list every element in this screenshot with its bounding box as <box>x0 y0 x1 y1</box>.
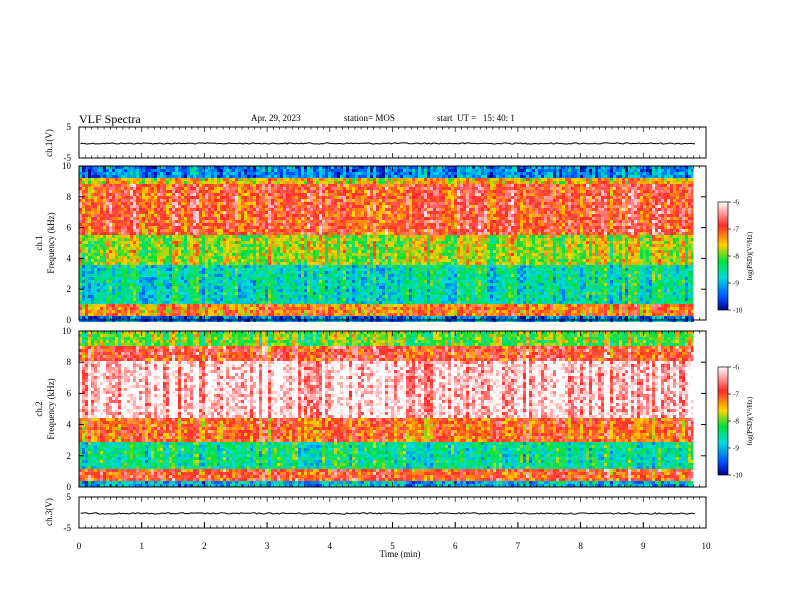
colorbar-ch2-tick--6: -6 <box>733 364 739 372</box>
colorbar-ch1-tick--8: -8 <box>733 253 739 261</box>
ch1-ytick-0: 0 <box>67 315 72 325</box>
ch1-ytick-8: 8 <box>67 192 72 202</box>
colorbar-ch2-tick--9: -9 <box>733 445 739 453</box>
time-tick-2: 2 <box>202 541 207 551</box>
time-tick-3: 3 <box>265 541 270 551</box>
colorbar-ch1-tick--7: -7 <box>733 226 739 234</box>
time-tick-0: 0 <box>77 541 82 551</box>
ch1-voltage-panel: 5 -5 ch.1(V) <box>44 122 706 163</box>
time-tick-4: 4 <box>328 541 333 551</box>
ch1-ylabel-channel: ch.1 <box>34 235 44 250</box>
ch2-spectrogram-image <box>79 331 706 487</box>
ch2-spectrogram-panel: 0 2 4 6 8 10 ch.2 Frequency (kHz) <box>34 326 706 492</box>
ch1-ytick-top: 5 <box>67 122 72 132</box>
ch1-ytick-10: 10 <box>62 161 72 171</box>
colorbar-ch1-tick--10: -10 <box>733 307 743 315</box>
vlf-spectra-figure: 5 -5 ch.1(V) 0246810 ch.1 Frequency (kHz… <box>0 0 792 612</box>
ch1-ylabel: ch.1(V) <box>44 129 54 157</box>
colorbar-ch1-tick--6: -6 <box>733 199 739 207</box>
time-tick-6: 6 <box>453 541 458 551</box>
time-tick-8: 8 <box>578 541 583 551</box>
ch2-ytick-0: 0 <box>67 482 72 492</box>
time-axis-label: Time (min) <box>380 549 421 559</box>
ch2-ytick-4: 4 <box>67 420 72 430</box>
ch3-ylabel: ch.3(V) <box>44 498 54 526</box>
ch2-ytick-10: 10 <box>62 326 72 336</box>
colorbar-ch2-label: log(PSD)(V²/Hz) <box>746 396 754 445</box>
ch1-ylabel-frequency: Frequency (kHz) <box>46 212 56 273</box>
colorbar-ch2-tick--7: -7 <box>733 391 739 399</box>
ch1-spectrogram-panel: 0 2 4 6 8 10 ch.1 Frequency (kHz) <box>34 161 706 325</box>
ch1-spectrogram-image <box>79 166 706 322</box>
ch3-ytick-bottom: -5 <box>64 523 72 533</box>
colorbar-ch2-tick--10: -10 <box>733 472 743 480</box>
ch1-ytick-6: 6 <box>67 223 72 233</box>
ch3-ytick-top: 5 <box>67 492 72 502</box>
ch2-ytick-8: 8 <box>67 357 72 367</box>
colorbar-ch2: -6 -7 -8 -9 -10 log(PSD)(V²/Hz) <box>718 364 754 480</box>
ch2-ylabel-channel: ch.2 <box>34 401 44 416</box>
ch2-ylabel-frequency: Frequency (kHz) <box>46 378 56 439</box>
colorbar-ch1: -6 -7 -8 -9 -10 log(PSD)(V²/Hz) <box>718 199 754 315</box>
ch2-ytick-6: 6 <box>67 388 72 398</box>
time-tick-1: 1 <box>139 541 144 551</box>
colorbar-ch2-tick--8: -8 <box>733 418 739 426</box>
ch1-ytick-4: 4 <box>67 253 72 263</box>
colorbar-ch1-tick--9: -9 <box>733 280 739 288</box>
time-tick-10: 10 <box>702 541 712 551</box>
ch2-ytick-2: 2 <box>67 451 72 461</box>
ch1-ytick-2: 2 <box>67 284 72 294</box>
time-tick-9: 9 <box>641 541 646 551</box>
colorbar-ch1-label: log(PSD)(V²/Hz) <box>746 231 754 280</box>
time-tick-7: 7 <box>516 541 521 551</box>
